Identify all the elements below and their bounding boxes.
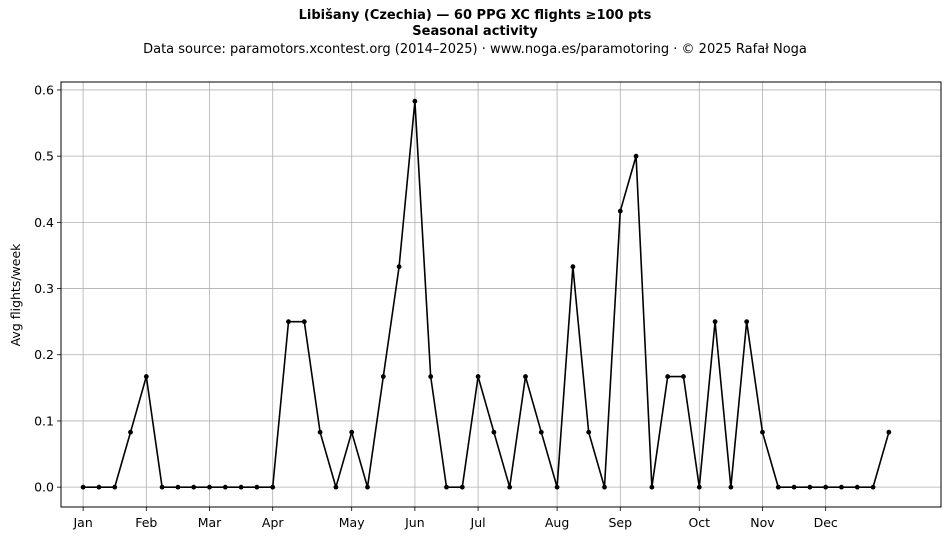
data-point [570, 264, 576, 270]
data-point [159, 484, 165, 490]
x-tick-label: May [339, 515, 365, 530]
data-point [238, 484, 244, 490]
data-source-note: Data source: paramotors.xcontest.org (20… [143, 42, 807, 57]
y-tick-label: 0.0 [34, 480, 54, 495]
y-tick-label: 0.6 [34, 82, 54, 97]
data-point [712, 319, 718, 325]
data-point [538, 429, 544, 435]
data-point [586, 429, 592, 435]
data-point [491, 429, 497, 435]
data-point [128, 429, 133, 435]
data-point [649, 484, 655, 490]
y-tick-label: 0.5 [34, 149, 54, 164]
data-point [475, 374, 481, 379]
data-point [886, 429, 892, 435]
data-point [459, 484, 465, 490]
data-point [507, 484, 513, 490]
data-point [428, 374, 434, 379]
data-point [270, 484, 276, 490]
x-tick-label: Jan [72, 515, 92, 530]
plot-area-frame [60, 81, 942, 508]
x-tick-label: Oct [688, 515, 710, 530]
grid-lines [61, 82, 941, 507]
data-point [554, 484, 560, 490]
x-tick-label: Sep [609, 515, 633, 530]
chart-title: Libišany (Czechia) — 60 PPG XC flights ≥… [298, 8, 652, 23]
data-point [807, 484, 813, 490]
data-point [222, 484, 228, 490]
x-tick-label: Apr [262, 515, 284, 530]
data-point [602, 484, 607, 490]
data-point [412, 98, 418, 104]
data-point [191, 484, 197, 490]
data-point [175, 484, 181, 490]
data-point [617, 208, 623, 214]
data-point [791, 484, 797, 490]
data-point [696, 484, 702, 490]
data-point [333, 484, 339, 490]
chart-subtitle: Seasonal activity [412, 24, 538, 39]
data-point [207, 484, 212, 490]
data-point [112, 484, 118, 490]
data-point [301, 319, 307, 325]
y-tick-label: 0.4 [34, 215, 54, 230]
y-axis: 0.0 0.1 0.2 0.3 0.4 0.5 0.6 [34, 82, 61, 495]
x-tick-label: Aug [545, 515, 569, 530]
data-point [633, 153, 639, 159]
y-tick-label: 0.1 [34, 413, 54, 428]
y-tick-label: 0.2 [34, 347, 54, 362]
x-tick-label: Jun [404, 515, 425, 530]
data-point [854, 484, 860, 490]
x-tick-label: Mar [198, 515, 222, 530]
data-point [96, 484, 102, 490]
data-point [665, 374, 671, 379]
x-tick-label: Jul [470, 515, 486, 530]
data-point [523, 374, 528, 379]
data-point [254, 484, 260, 490]
data-point [775, 484, 781, 490]
x-tick-label: Nov [750, 515, 775, 530]
data-point [286, 319, 291, 325]
data-point [760, 429, 765, 435]
data-point [823, 484, 829, 490]
y-tick-label: 0.3 [34, 281, 54, 296]
data-point [80, 484, 86, 490]
data-point [396, 264, 402, 270]
data-point [681, 374, 686, 379]
series-line [83, 100, 890, 488]
data-point [365, 484, 370, 490]
data-series [80, 98, 892, 490]
data-point [728, 484, 734, 490]
data-point [143, 374, 149, 379]
data-point [380, 374, 386, 379]
data-point [317, 429, 323, 435]
data-point [444, 484, 449, 490]
data-point [870, 484, 876, 490]
x-axis: Jan Feb Mar Apr May Jun Jul Aug Sep Oct Nov Dec [72, 507, 838, 530]
data-point [744, 319, 750, 325]
data-point [839, 484, 844, 490]
data-point [349, 429, 355, 435]
x-tick-label: Feb [135, 515, 157, 530]
x-tick-label: Dec [814, 515, 838, 530]
y-axis-label: Avg flights/week [8, 243, 23, 347]
